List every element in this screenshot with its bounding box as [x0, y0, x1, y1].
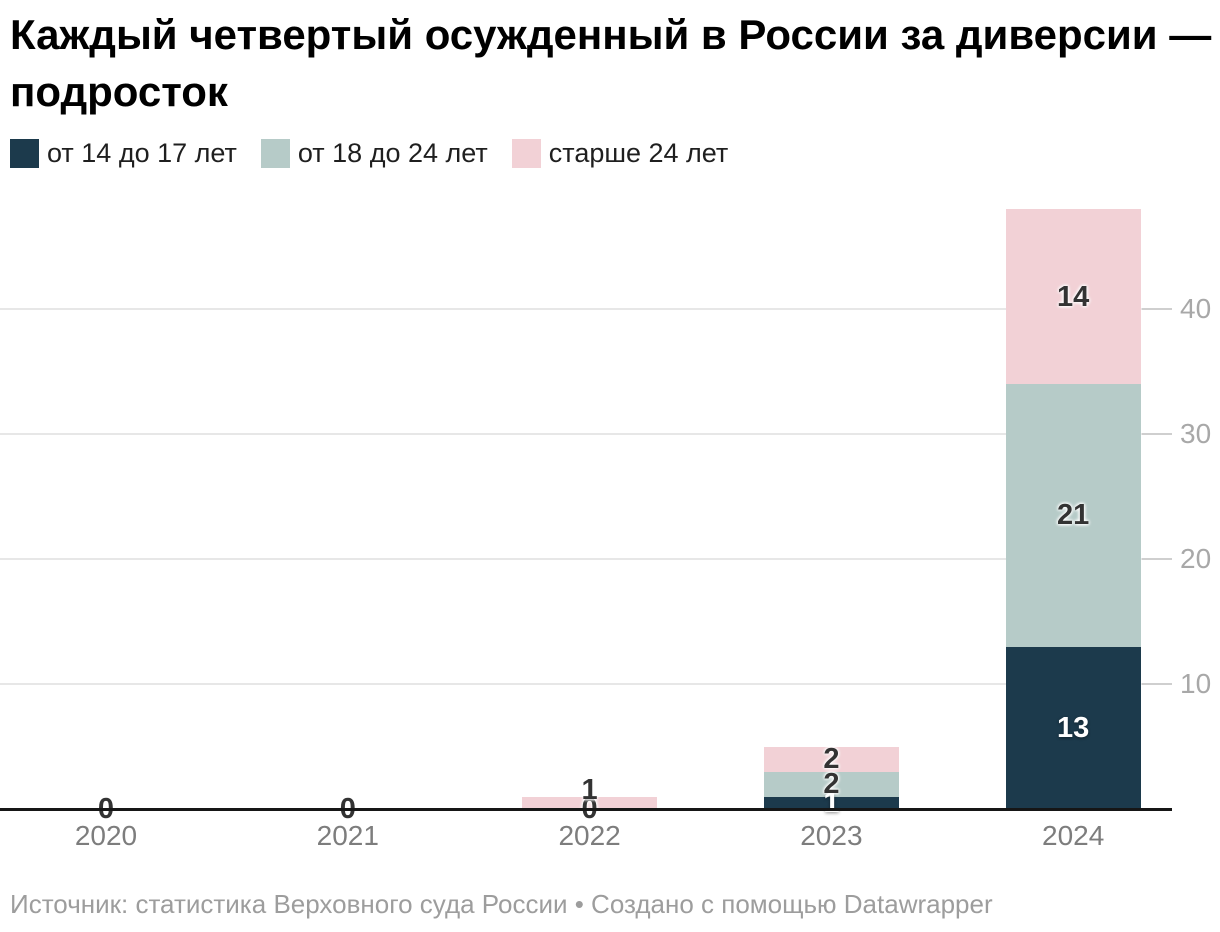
bar-value-label: 13 [1057, 711, 1090, 744]
y-tick-label: 40 [1180, 293, 1212, 324]
plot-area: 1020304002020020210120221222023132114202… [0, 200, 1220, 932]
legend: от 14 до 17 лет от 18 до 24 лет старше 24 … [10, 139, 728, 168]
x-tick-label: 2023 [800, 820, 863, 851]
x-tick-label: 2024 [1042, 820, 1105, 851]
bar-segment [522, 796, 658, 809]
bar-segment [1005, 646, 1141, 809]
bar-segment [1005, 209, 1141, 384]
y-tick-mark [1142, 433, 1172, 435]
bar-segment [1005, 384, 1141, 647]
bar-value-label: 2 [823, 767, 840, 800]
legend-swatch [260, 139, 290, 168]
source-note: Источник: статистика Верховного суда Рос… [10, 889, 993, 919]
legend-swatch [511, 139, 541, 168]
y-tick-mark [1142, 683, 1172, 685]
chart-title: Каждый четвертый осужденный в России за … [10, 11, 1212, 116]
gridline [0, 433, 1172, 435]
bar-value-label: 1 [581, 774, 598, 806]
gridline [0, 558, 1172, 560]
x-tick-label: 2022 [558, 820, 621, 851]
y-tick-label: 20 [1180, 543, 1212, 574]
legend-item: от 18 до 24 лет [260, 138, 488, 168]
legend-label: старше 24 лет [548, 138, 729, 168]
bar-segment [763, 796, 899, 809]
bar-value-label: 14 [1057, 280, 1090, 313]
y-tick-label: 30 [1180, 418, 1212, 449]
gridline [0, 308, 1172, 310]
legend-label: от 14 до 17 лет [47, 138, 237, 168]
legend-swatch [10, 139, 39, 168]
bar-segment [763, 746, 899, 772]
x-tick-label: 2020 [74, 820, 138, 851]
legend-label: от 18 до 24 лет [297, 138, 488, 168]
bar-segment [763, 771, 899, 797]
legend-item: старше 24 лет [511, 138, 729, 168]
legend-item: от 14 до 17 лет [10, 139, 237, 168]
bar-value-label: 21 [1057, 499, 1090, 532]
y-tick-mark [1142, 558, 1172, 560]
x-tick-label: 2021 [316, 820, 379, 851]
x-axis-line [0, 807, 1172, 811]
y-tick-label: 10 [1180, 668, 1212, 699]
gridline [0, 683, 1172, 685]
y-tick-mark [1142, 308, 1172, 310]
bar-value-label: 2 [823, 743, 840, 775]
